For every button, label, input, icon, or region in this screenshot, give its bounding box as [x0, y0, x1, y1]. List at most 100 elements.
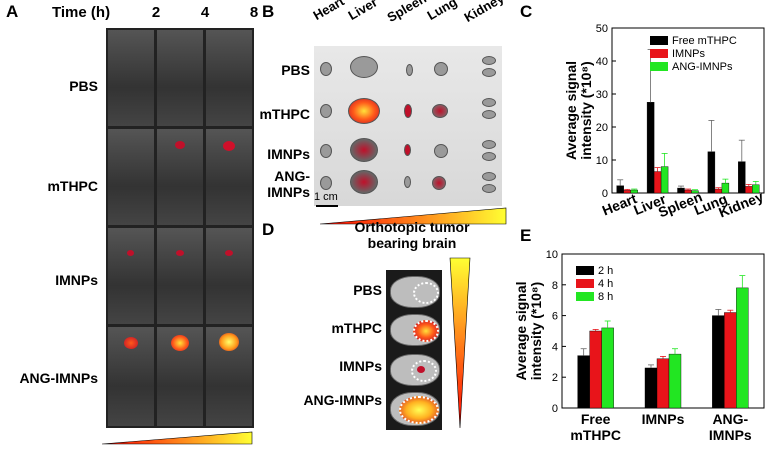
legend-label: Free mTHPC — [672, 35, 737, 47]
mouse-image — [206, 129, 252, 225]
legend-label: 4 h — [598, 278, 613, 290]
brain — [390, 276, 440, 308]
legend-swatch — [650, 62, 668, 71]
organ-kidney — [482, 110, 496, 119]
time-8: 8 — [249, 4, 259, 21]
organ-liver — [350, 56, 378, 78]
organ-lung — [434, 144, 448, 158]
organ-lung — [434, 62, 448, 76]
bar — [677, 187, 685, 194]
x-tick-label: ANG- — [712, 411, 748, 427]
intensity-scale-bar — [449, 257, 471, 429]
panel-e-label: E — [520, 226, 532, 245]
row-label-ang-imnps: ANG-IMNPs — [19, 370, 98, 386]
organ-spleen — [404, 144, 411, 156]
organ-kidney — [482, 152, 496, 161]
legend-swatch — [576, 266, 594, 275]
organ-liver — [350, 138, 378, 162]
signal-spot — [124, 337, 138, 349]
d-row-label-ang-imnps: ANG-IMNPs — [303, 392, 382, 408]
bar — [660, 166, 669, 194]
time-header: Time (h) — [52, 4, 111, 21]
mouse-image — [108, 228, 154, 324]
d-row-label-mthpc: mTHPC — [331, 320, 382, 336]
mouse-image — [206, 30, 252, 126]
x-tick-label: mTHPC — [570, 427, 621, 443]
y-tick-label: 2 — [552, 372, 558, 384]
d-row-label-imnps: IMNPs — [339, 358, 382, 374]
mouse-image — [206, 327, 252, 426]
y-tick-label: 40 — [596, 56, 608, 68]
x-tick-label: Free — [581, 411, 611, 427]
mouse-image — [108, 129, 154, 225]
organ-liver — [350, 170, 378, 194]
organ-heart — [320, 176, 332, 190]
row-label-mthpc: mTHPC — [47, 178, 98, 194]
mouse-image — [108, 327, 154, 426]
signal-spot — [219, 333, 239, 351]
y-tick-label: 10 — [596, 155, 608, 167]
organ-lung — [432, 104, 448, 118]
organ-lung — [432, 176, 446, 190]
legend-swatch — [576, 279, 594, 288]
organ-kidney — [482, 68, 496, 77]
y-tick-label: 4 — [552, 341, 558, 353]
time-2: 2 — [151, 4, 161, 21]
bar — [738, 161, 746, 194]
mouse-image-grid — [106, 28, 254, 428]
legend-swatch — [576, 292, 594, 301]
brain — [390, 314, 440, 346]
signal-spot — [225, 250, 233, 256]
b-row-label-ang-imnps: ANG- IMNPs — [267, 168, 310, 200]
bar — [736, 287, 749, 409]
organ-heart — [320, 62, 332, 76]
organ-spleen — [404, 176, 411, 188]
b-row-label-imnps: IMNPs — [267, 146, 310, 162]
chart-c: 0 10 20 30 40 50 Average signal intensity (*10⁸… — [563, 23, 766, 221]
legend-swatch — [650, 49, 668, 58]
mouse-image — [108, 30, 154, 126]
organ-heart — [320, 104, 332, 118]
signal-spot — [171, 335, 189, 351]
bar — [644, 367, 658, 409]
row-label-pbs: PBS — [69, 78, 98, 94]
x-tick-label: IMNPs — [642, 411, 685, 427]
legend-label: 8 h — [598, 291, 613, 303]
b-row-label-mthpc: mTHPC — [259, 106, 310, 122]
organ-label-heart: Heart — [310, 0, 347, 23]
intensity-scale-bar — [101, 431, 253, 445]
tumor-outline — [399, 396, 439, 424]
organ-kidney — [482, 184, 496, 193]
y-tick-label: 20 — [596, 122, 608, 134]
y-tick-label: 0 — [552, 403, 558, 415]
scale-label: 1 cm — [314, 191, 338, 203]
legend-label: IMNPs — [672, 48, 706, 60]
panel-b-label: B — [262, 2, 275, 21]
organ-kidney — [482, 172, 496, 181]
organ-kidney — [482, 98, 496, 107]
y-axis-label: Average signal — [513, 281, 529, 380]
bar — [712, 315, 725, 409]
y-tick-label: 10 — [546, 249, 558, 261]
legend-label: 2 h — [598, 265, 613, 277]
organ-kidney — [482, 56, 496, 65]
panel-d-title: Orthotopic tumor bearing brain — [332, 219, 492, 251]
panel-a-label: A — [6, 2, 19, 21]
intensity-scale-bar — [319, 207, 507, 225]
panel-d-label: D — [262, 220, 275, 239]
bar — [653, 171, 662, 194]
organ-label-spleen: Spleen — [384, 0, 429, 25]
organ-heart — [320, 144, 332, 158]
mouse-image — [157, 30, 203, 126]
bar — [707, 151, 716, 194]
chart-e: 0 2 4 6 8 10 Average signal intensity (*10⁸) Fre… — [513, 249, 765, 443]
scale-line — [316, 205, 338, 207]
organ-image — [314, 46, 502, 206]
signal-spot — [127, 250, 134, 256]
b-row-label-pbs: PBS — [281, 62, 310, 78]
brain — [390, 392, 440, 426]
organ-liver — [348, 98, 380, 124]
y-tick-label: 0 — [602, 188, 608, 200]
time-4: 4 — [200, 4, 210, 21]
mouse-image — [206, 228, 252, 324]
